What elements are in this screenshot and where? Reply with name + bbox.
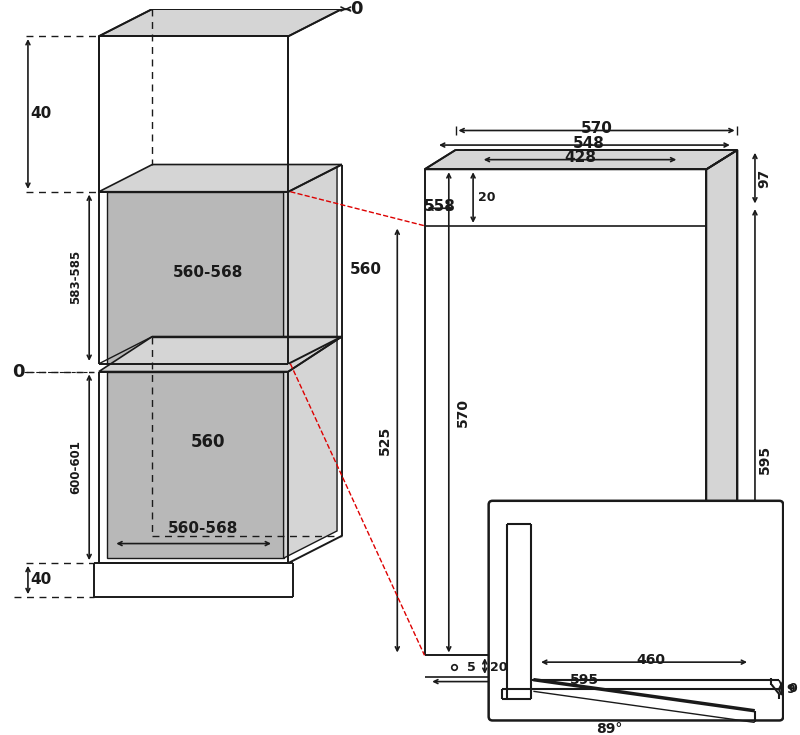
Text: 9: 9 [786,683,795,696]
Text: 560: 560 [190,434,225,451]
Text: 548: 548 [573,136,605,151]
Text: 40: 40 [30,572,51,587]
Polygon shape [283,165,337,364]
Text: 428: 428 [564,150,596,165]
Text: 595: 595 [570,673,599,686]
Text: 558: 558 [424,198,456,214]
Text: 97: 97 [758,168,772,187]
Text: 0: 0 [12,362,25,381]
Polygon shape [425,150,738,169]
Text: 0: 0 [789,682,798,695]
Text: 5: 5 [466,661,475,673]
Text: 595: 595 [758,445,772,473]
Text: 570: 570 [455,398,470,427]
Polygon shape [99,9,342,36]
Polygon shape [106,192,283,364]
Text: 20: 20 [490,662,507,675]
Text: 583-585: 583-585 [69,250,82,304]
Text: 570: 570 [581,121,613,136]
Polygon shape [99,36,289,192]
Text: 600-601: 600-601 [69,440,82,494]
Polygon shape [99,165,342,192]
Polygon shape [706,150,738,656]
Text: 0: 0 [350,0,362,18]
FancyBboxPatch shape [489,501,783,720]
Text: 560-568: 560-568 [173,265,243,280]
Polygon shape [283,337,337,558]
Text: 525: 525 [378,426,392,455]
Text: 560-568: 560-568 [168,522,238,537]
Text: 460: 460 [637,653,666,667]
Polygon shape [99,337,342,371]
Polygon shape [106,371,283,558]
Text: 20: 20 [478,191,495,204]
Text: 560: 560 [350,262,382,277]
Text: 40: 40 [30,107,51,121]
Text: 89°: 89° [596,723,622,735]
